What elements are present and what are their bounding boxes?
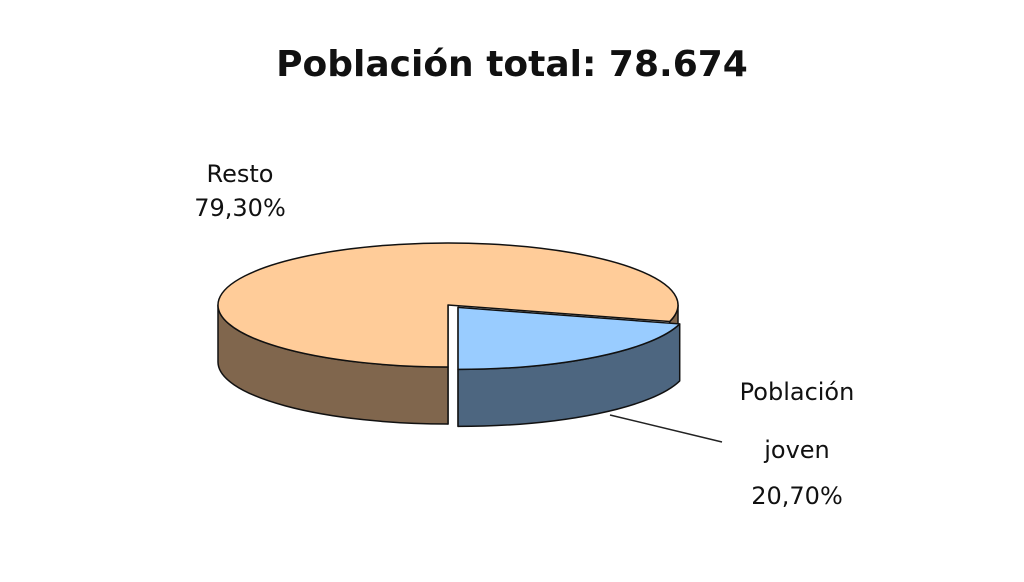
leader-line [609,414,723,443]
slice-top [217,242,679,368]
category-label: Resto [206,160,274,188]
slice-label: Resto 79,30% [160,157,320,225]
category-label: Población joven [739,378,855,464]
value-label: 79,30% [194,194,286,222]
chart-title: Población total: 78.674 [276,44,748,85]
slice-top [457,306,681,371]
value-label: 20,70% [751,482,843,510]
slice-label: Población joven 20,70% [722,375,872,513]
pie-slice [457,306,681,428]
